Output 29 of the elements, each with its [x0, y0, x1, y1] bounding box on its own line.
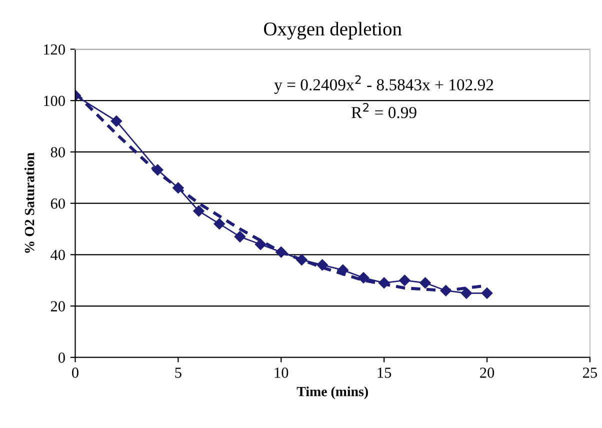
- y-tick-label: 40: [50, 250, 65, 260]
- y-tick-label: 20: [50, 301, 65, 312]
- x-tick-label: 10: [274, 368, 288, 378]
- point: [254, 238, 266, 250]
- chart-title: Oxygen depletion: [264, 22, 402, 40]
- point: [110, 116, 122, 127]
- y-tick-label: 0: [58, 352, 65, 363]
- point: [358, 272, 370, 284]
- point: [234, 231, 246, 242]
- point: [481, 288, 493, 299]
- point: [399, 274, 410, 286]
- y-tick-label: 100: [44, 96, 65, 106]
- point: [420, 277, 431, 289]
- y-axis-title: % O2 Saturation: [24, 152, 34, 253]
- x-tick-label: 15: [378, 368, 392, 378]
- x-tick-label: 25: [582, 368, 597, 378]
- point: [316, 259, 328, 271]
- point: [214, 218, 225, 230]
- point: [460, 288, 472, 299]
- x-axis-title: Time (mins): [296, 386, 368, 400]
- annotation: R$^{2}$ = 0.99: [351, 102, 416, 118]
- x-tick-label: 20: [480, 368, 494, 378]
- point: [193, 205, 204, 217]
- y-tick-label: 80: [50, 147, 65, 158]
- x-tick-label: 5: [175, 368, 182, 378]
- y-tick-label: 120: [44, 44, 65, 55]
- y-tick-label: 60: [50, 198, 65, 209]
- annotation: y = 0.2409x$^{2}$ - 8.5843x + 102.92: [274, 75, 494, 94]
- x-tick-label: 0: [72, 368, 78, 378]
